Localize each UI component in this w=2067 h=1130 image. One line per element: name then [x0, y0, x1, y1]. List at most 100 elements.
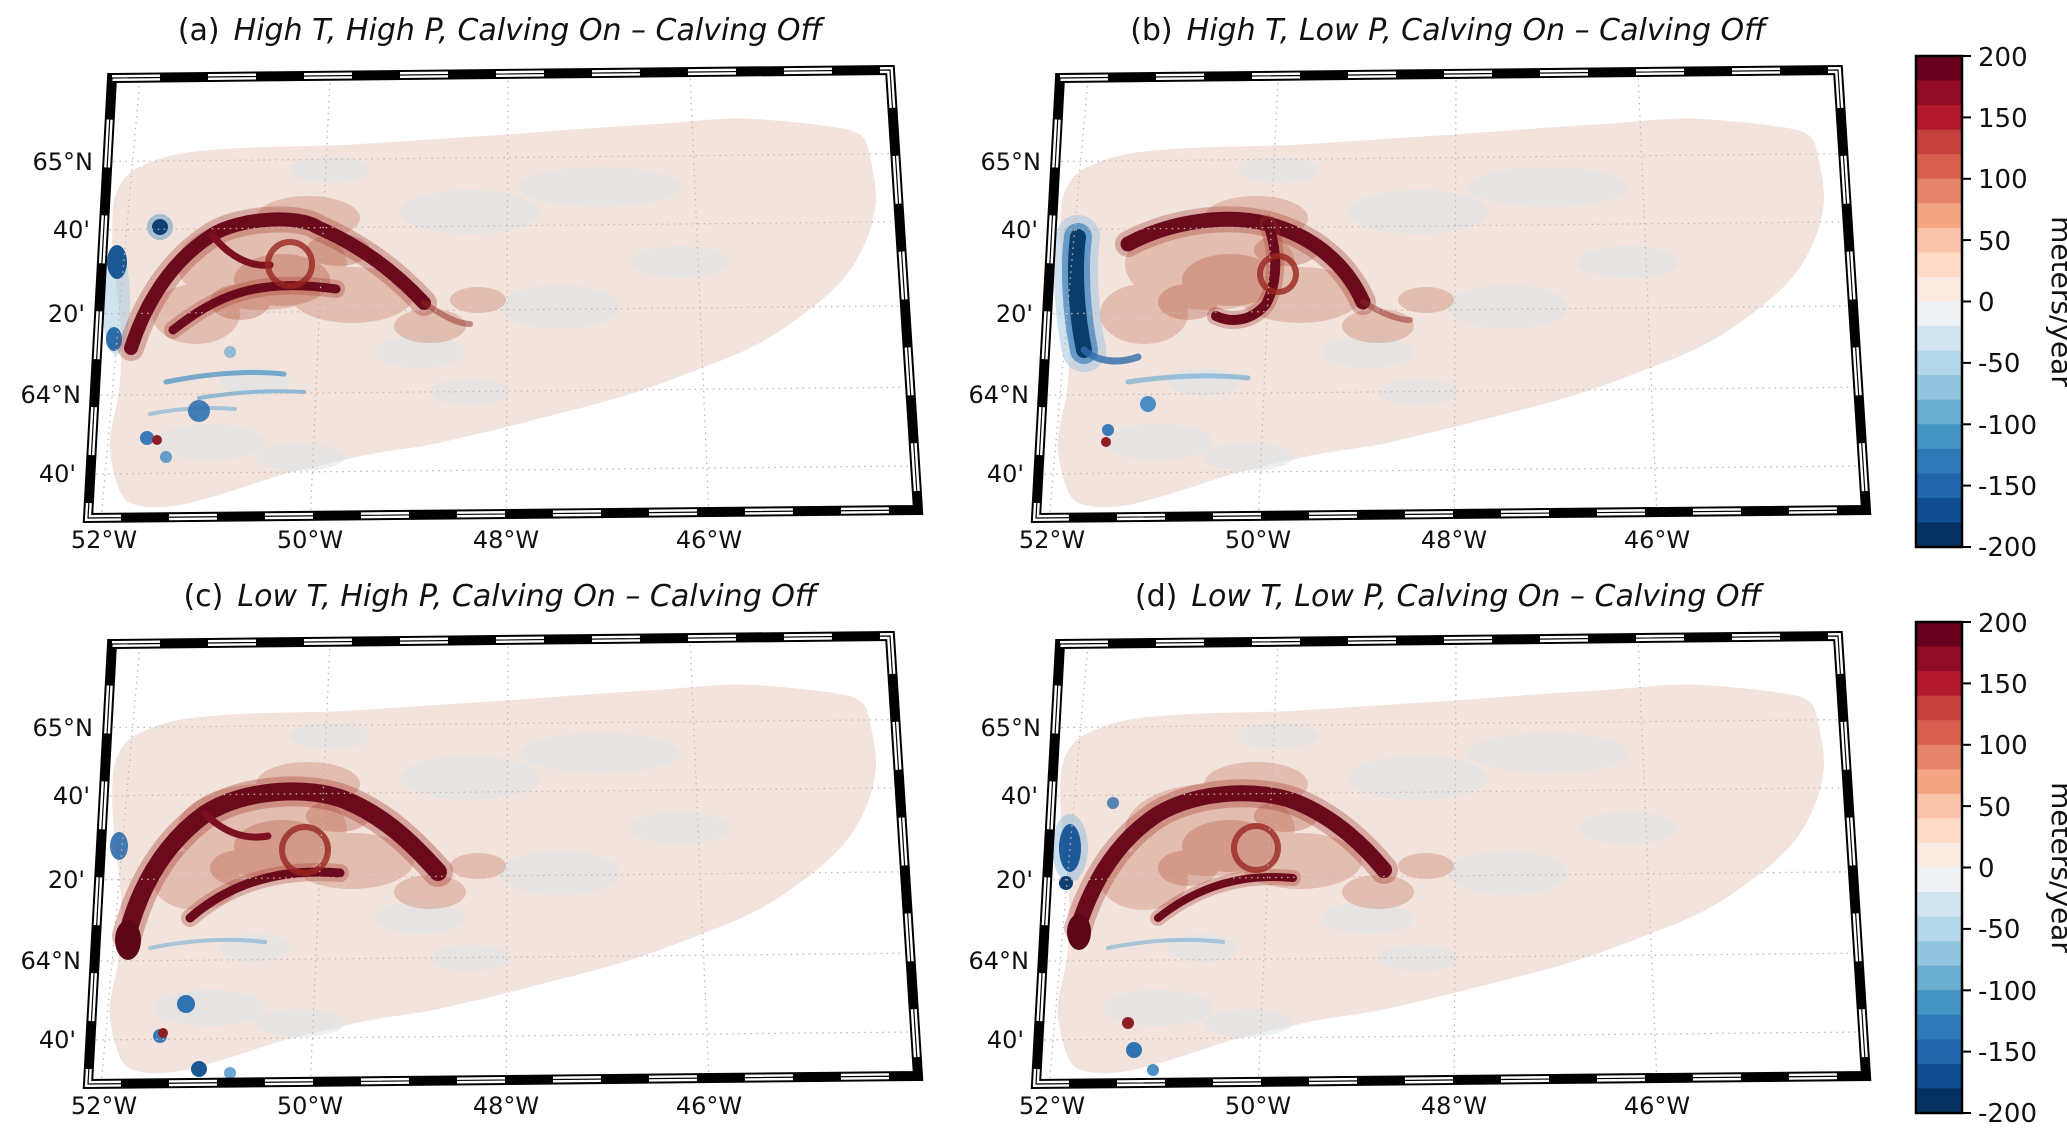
colorbar-unit-label: meters/year [2045, 216, 2067, 387]
colorbar-step [1916, 203, 1962, 229]
cbar-tick: 50 [1978, 227, 2011, 257]
lon-tick: 52°W [71, 1092, 137, 1120]
colorbar-step [1916, 424, 1962, 450]
lat-tick: 65°N [33, 148, 94, 176]
cbar-tick: 50 [1978, 793, 2011, 823]
cbar-tick: 200 [1978, 609, 2028, 639]
lat-tick: 20' [48, 866, 85, 894]
colorbar-tickmarks [1962, 55, 1971, 548]
lat-tick: 40' [1001, 782, 1038, 810]
colorbar-step [1916, 867, 1962, 893]
panel-b: (b) High T, Low P, Calving On – Calving O… [969, 13, 1867, 554]
panel-b-positive-channels [1115, 206, 1413, 329]
panel-a-positive-channels [118, 206, 473, 361]
colorbar-step [1916, 818, 1962, 844]
colorbar-step [1916, 842, 1962, 869]
panel-a-title: (a) High T, High P, Calving On – Calving … [178, 13, 826, 48]
lat-tick: 40' [53, 782, 90, 810]
lon-tick: 46°W [676, 1092, 742, 1120]
panel-d: (d) Low T, Low P, Calving On – Calving Of… [969, 579, 1867, 1120]
lat-tick: 64°N [969, 947, 1030, 975]
lat-tick: 40' [39, 1026, 76, 1054]
colorbar-step [1916, 965, 1962, 991]
panel-c-title: (c) Low T, High P, Calving On – Calving O… [183, 579, 819, 614]
cbar-tick: 0 [1978, 854, 1995, 884]
panel-c: (c) Low T, High P, Calving On – Calving O… [21, 579, 919, 1120]
lat-tick: 40' [1001, 216, 1038, 244]
lat-tick: 65°N [981, 148, 1042, 176]
panel-d-red-dot [1122, 1017, 1134, 1029]
colorbar-step [1916, 671, 1962, 697]
colorbar-step [1916, 105, 1962, 131]
panel-b-red-dot [1101, 437, 1111, 447]
cbar-tick: 100 [1978, 165, 2028, 195]
cbar-tick: 100 [1978, 731, 2028, 761]
colorbar-step [1916, 793, 1962, 819]
colorbar-step [1916, 622, 1962, 648]
colorbar-step [1916, 744, 1962, 770]
lon-tick: 50°W [277, 526, 343, 554]
colorbar-step [1916, 276, 1962, 303]
panel-d-axis-labels: 65°N 40' 20' 64°N 40' 52°W 50°W 48°W 46°… [969, 714, 1691, 1120]
colorbar-step [1916, 695, 1962, 721]
lon-tick: 48°W [473, 526, 539, 554]
cbar-tick: -150 [1978, 472, 2037, 502]
lat-tick: 64°N [969, 381, 1030, 409]
cbar-tick: 150 [1978, 670, 2028, 700]
panel-c-positive-channels [112, 776, 453, 960]
colorbar-step [1916, 720, 1962, 746]
panel-a-red-dot [152, 435, 162, 445]
lon-tick: 46°W [1624, 526, 1690, 554]
colorbar-step [1916, 1014, 1962, 1040]
colorbar-swatches [1916, 56, 1962, 548]
lon-tick: 46°W [1624, 1092, 1690, 1120]
colorbar-step [1916, 227, 1962, 253]
colorbar-top: 200 150 100 50 0 -50 -100 -150 -200 mete… [1914, 43, 2067, 563]
colorbar-step [1916, 350, 1962, 376]
colorbar-step [1916, 178, 1962, 204]
lat-tick: 40' [987, 1026, 1024, 1054]
cbar-tick: -100 [1978, 411, 2037, 441]
cbar-tick: -100 [1978, 977, 2037, 1007]
colorbar-step [1916, 375, 1962, 401]
lat-tick: 40' [987, 460, 1024, 488]
lon-tick: 50°W [277, 1092, 343, 1120]
colorbar-ticklabels: 200 150 100 50 0 -50 -100 -150 -200 [1978, 43, 2037, 563]
panel-b-title: (b) High T, Low P, Calving On – Calving O… [1130, 13, 1769, 48]
panel-a-axis-labels: 65°N 40' 20' 64°N 40' 52°W 50°W 48°W 46°… [21, 148, 743, 554]
lat-tick: 40' [53, 216, 90, 244]
colorbar-step [1916, 916, 1962, 942]
colorbar-ticklabels: 200 150 100 50 0 -50 -100 -150 -200 [1978, 609, 2037, 1129]
colorbar-bottom: 200 150 100 50 0 -50 -100 -150 -200 mete… [1914, 609, 2067, 1129]
colorbar-step [1916, 448, 1962, 474]
colorbar-step [1916, 154, 1962, 180]
colorbar-step [1916, 497, 1962, 524]
panel-b-axis-labels: 65°N 40' 20' 64°N 40' 52°W 50°W 48°W 46°… [969, 148, 1691, 554]
cbar-tick: 200 [1978, 43, 2028, 73]
colorbar-step [1916, 769, 1962, 795]
colorbar-step [1916, 56, 1962, 82]
colorbar-swatches [1916, 622, 1962, 1114]
cbar-tick: -50 [1978, 349, 2020, 379]
lon-tick: 48°W [473, 1092, 539, 1120]
colorbar-step [1916, 1039, 1962, 1065]
colorbar-tickmarks [1962, 621, 1971, 1114]
panel-c-red-dot [158, 1028, 168, 1038]
colorbar-step [1916, 941, 1962, 967]
lat-tick: 65°N [33, 714, 94, 742]
panel-d-title: (d) Low T, Low P, Calving On – Calving Of… [1135, 579, 1765, 614]
cbar-tick: 150 [1978, 104, 2028, 134]
lat-tick: 65°N [981, 714, 1042, 742]
panel-d-negative-patches [1052, 797, 1225, 1076]
lon-tick: 52°W [71, 526, 137, 554]
lat-tick: 64°N [21, 381, 82, 409]
colorbar-step [1916, 129, 1962, 155]
colorbar-step [1916, 473, 1962, 499]
lon-tick: 52°W [1019, 526, 1085, 554]
cbar-tick: -150 [1978, 1038, 2037, 1068]
panel-c-negative-patches [110, 832, 267, 1079]
panel-a-map [102, 118, 877, 508]
lon-tick: 48°W [1421, 1092, 1487, 1120]
lon-tick: 46°W [676, 526, 742, 554]
panel-d-map [1052, 684, 1824, 1076]
